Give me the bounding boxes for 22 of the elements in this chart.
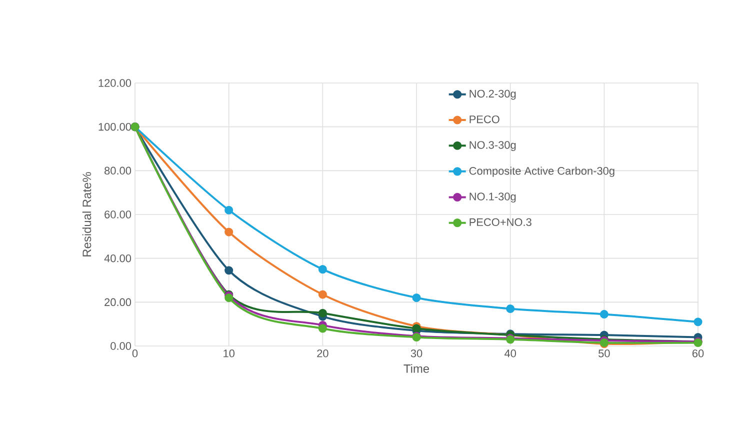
y-tick-label: 0.00 xyxy=(110,342,132,350)
x-tick-label: 20 xyxy=(317,350,328,358)
x-tick-label: 30 xyxy=(410,350,422,358)
x-tick-label: 40 xyxy=(504,350,516,358)
legend-label: NO.2-30g xyxy=(470,90,516,100)
y-tick-label: 20.00 xyxy=(104,298,132,306)
legend-label: PECO+NO.3 xyxy=(470,218,532,226)
y-tick-label: 80.00 xyxy=(104,166,132,175)
x-tick-label: 10 xyxy=(224,350,234,358)
legend-label: NO.1-30g xyxy=(470,192,516,203)
legend-label: Composite Active Carbon-30g xyxy=(469,166,614,177)
x-tick-label: 50 xyxy=(598,350,610,358)
x-tick-label: 60 xyxy=(692,350,704,358)
y-tick-label: 60.00 xyxy=(104,210,132,218)
y-tick-label: 120.00 xyxy=(98,79,132,87)
x-axis-title: Time xyxy=(404,364,430,373)
y-axis-title: Residual Rate% xyxy=(82,172,92,256)
y-tick-label: 40.00 xyxy=(104,254,132,262)
y-tick-label: 100.00 xyxy=(98,122,132,131)
legend-label: PECO xyxy=(470,115,500,124)
x-tick-label: 0 xyxy=(132,350,138,358)
legend-label: NO.3-30g xyxy=(470,141,516,151)
